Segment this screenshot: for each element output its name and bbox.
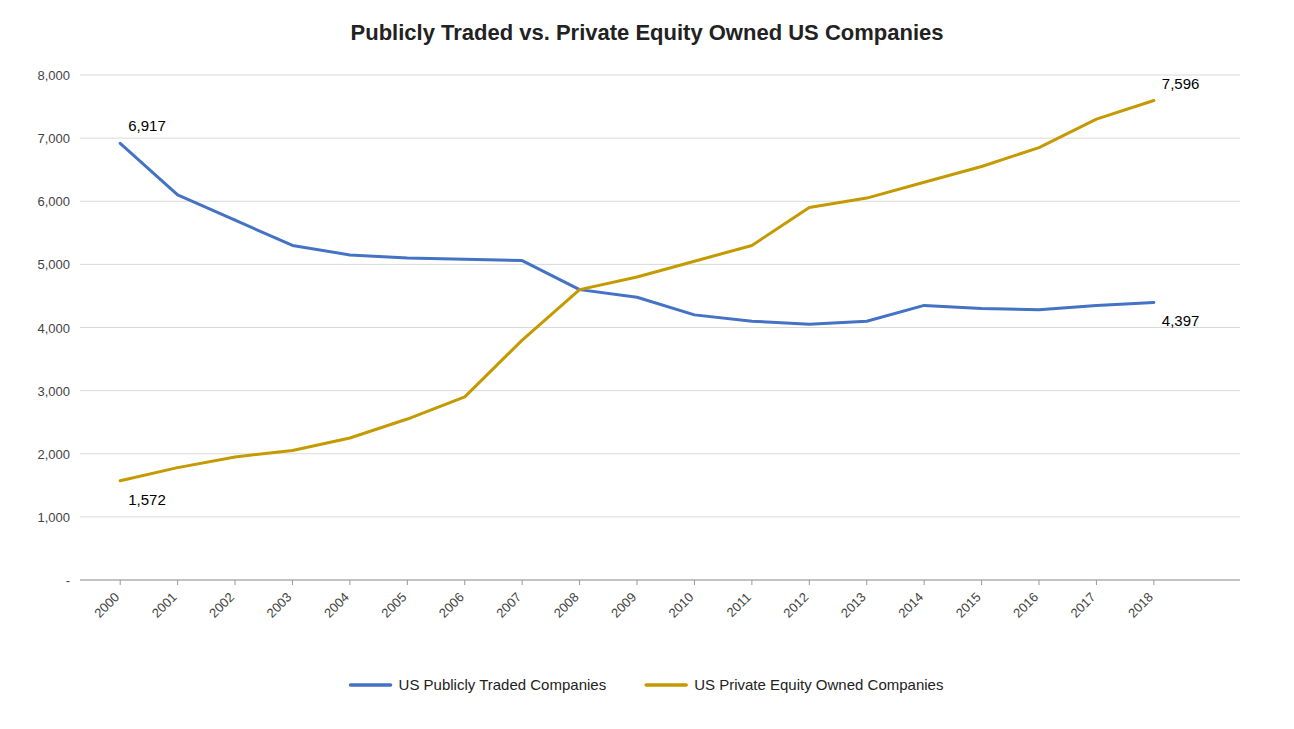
legend-swatch — [646, 683, 686, 687]
x-tick-label: 2001 — [149, 590, 180, 621]
legend-label: US Private Equity Owned Companies — [694, 676, 943, 693]
grid-line — [80, 516, 1240, 517]
x-tick — [292, 580, 293, 585]
x-tick — [407, 580, 408, 585]
line — [120, 143, 1154, 324]
title: Publicly Traded vs. Private Equity Owned… — [351, 20, 944, 45]
grid-line — [80, 327, 1240, 328]
y-tick-label: 2,000 — [37, 447, 70, 462]
annotation: 7,596 — [1162, 75, 1200, 92]
x-tick-label: 2012 — [780, 590, 811, 621]
grid — [80, 75, 1240, 580]
grid-line — [80, 390, 1240, 391]
x-tick-label: 2006 — [436, 590, 467, 621]
x-tick — [1039, 580, 1040, 585]
x-tick-label: 2007 — [493, 590, 524, 621]
x-tick-label: 2014 — [895, 590, 926, 621]
grid-line — [80, 201, 1240, 202]
annotation: 4,397 — [1162, 312, 1200, 329]
x-tick-label: 2017 — [1067, 590, 1098, 621]
x-tick — [120, 580, 121, 585]
y-tick-label: 5,000 — [37, 257, 70, 272]
grid-line — [80, 580, 1240, 581]
x-tick-label: 2000 — [91, 590, 122, 621]
y-tick-label: 6,000 — [37, 194, 70, 209]
x-tick — [751, 580, 752, 585]
y-tick-label: 7,000 — [37, 131, 70, 146]
x-tick-label: 2011 — [724, 590, 754, 620]
legend-swatch — [351, 683, 391, 687]
x-tick — [579, 580, 580, 585]
y-tick-label: 8,000 — [37, 68, 70, 83]
x-tick-label: 2009 — [608, 590, 639, 621]
x-tick — [349, 580, 350, 585]
x-tick-label: 2004 — [321, 590, 352, 621]
x-tick — [1153, 580, 1154, 585]
x-tick-label: 2018 — [1125, 590, 1156, 621]
y-tick-label: - — [66, 573, 70, 588]
x-tick-label: 2010 — [666, 590, 697, 621]
x-tick-label: 2003 — [264, 590, 295, 621]
annotation: 6,917 — [128, 117, 166, 134]
x-tick — [177, 580, 178, 585]
legend: US Publicly Traded Companies US Private E… — [351, 676, 944, 693]
grid-line — [80, 138, 1240, 139]
x-tick — [464, 580, 465, 585]
grid-line — [80, 75, 1240, 76]
x-tick-label: 2008 — [551, 590, 582, 621]
x-tick — [694, 580, 695, 585]
x-tick — [809, 580, 810, 585]
grid-line — [80, 264, 1240, 265]
legend-label: US Publicly Traded Companies — [399, 676, 607, 693]
lines — [120, 101, 1154, 481]
x-tick-label: 2005 — [378, 590, 409, 621]
x-tick — [1096, 580, 1097, 585]
x-tick-label: 2016 — [1010, 590, 1041, 621]
x-tick — [522, 580, 523, 585]
y-tick-label: 4,000 — [37, 321, 70, 336]
x-tick — [924, 580, 925, 585]
annotation: 1,572 — [128, 491, 166, 508]
x-tick — [981, 580, 982, 585]
x-tick — [637, 580, 638, 585]
chart: Publicly Traded vs. Private Equity Owned… — [0, 0, 1294, 729]
y-tick-label: 3,000 — [37, 384, 70, 399]
line — [120, 101, 1154, 481]
x-tick — [235, 580, 236, 585]
x-axis — [80, 580, 1240, 581]
x-tick — [866, 580, 867, 585]
x-tick-label: 2002 — [206, 590, 237, 621]
y-tick-label: 1,000 — [37, 510, 70, 525]
x-tick-label: 2013 — [838, 590, 869, 621]
x-tick-label: 2015 — [953, 590, 984, 621]
